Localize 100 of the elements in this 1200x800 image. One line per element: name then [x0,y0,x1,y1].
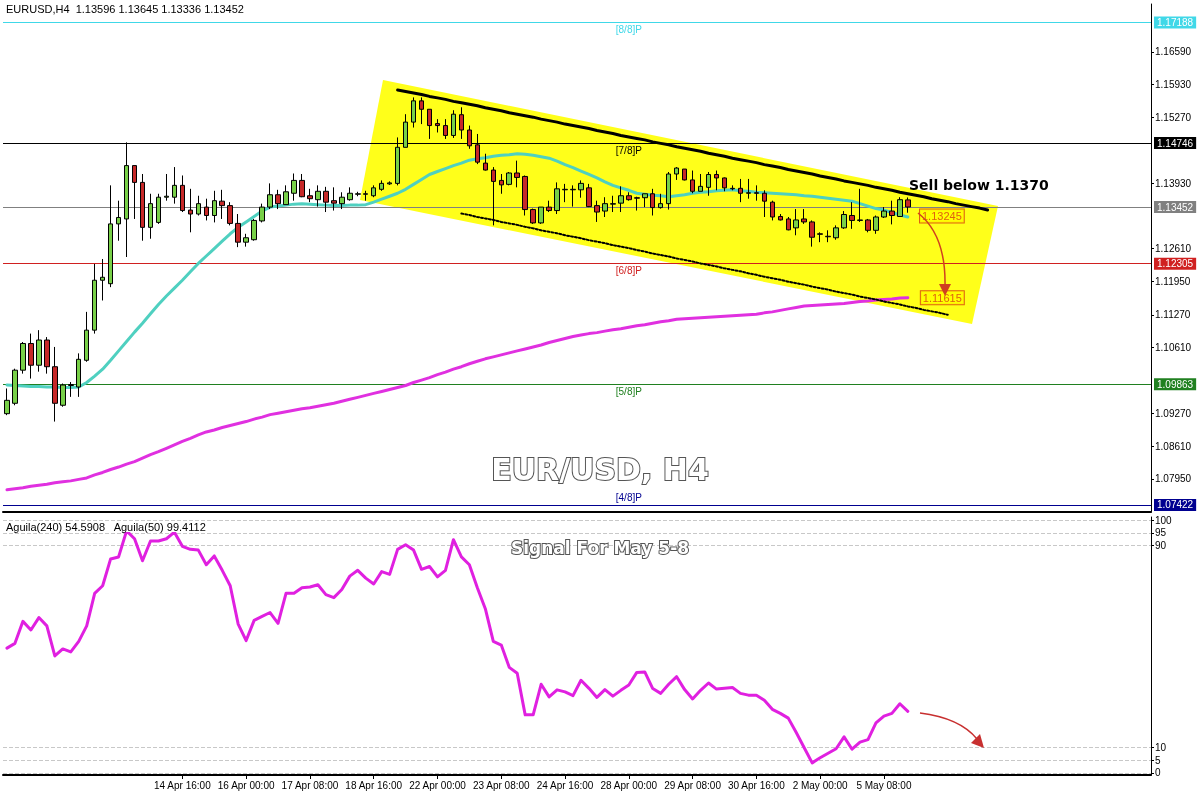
candlestick [658,193,663,210]
x-tick-label: 23 Apr 08:00 [472,779,531,791]
candlestick [331,186,337,212]
candlestick [235,213,241,248]
candlestick [212,190,217,223]
candlestick [690,170,695,194]
candlestick [682,168,687,181]
candlestick [722,176,727,192]
candlestick [100,258,105,301]
candlestick [267,182,273,210]
candlestick [227,201,233,226]
candlestick [140,173,145,242]
candlestick [730,184,735,191]
candlestick [594,200,600,223]
candlestick [148,193,153,240]
candlestick [762,189,767,218]
candlestick [188,188,193,233]
ref-line-label: 1.09863 [1157,378,1194,390]
x-tick-label: 29 Apr 08:00 [664,779,722,791]
x-tick-label: 30 Apr 16:00 [728,779,786,791]
candlestick [522,174,528,216]
y-tick-label: 1.07950 [1155,473,1192,485]
candlestick [259,203,265,223]
candlestick [578,179,584,199]
candlestick [889,200,895,225]
y-tick-label: 1.08610 [1155,440,1192,452]
y-tick-label: 90 [1155,540,1167,552]
candlestick [435,118,440,133]
candlestick [817,231,823,243]
line-series [5,296,910,492]
candlestick [793,208,799,236]
ref-line-label: 1.07422 [1157,499,1194,511]
y-tick-label: 1.16590 [1155,46,1192,58]
chart-title: Aguila(240) 54.5908 Aguila(50) 99.4112 [6,520,206,533]
candlestick [650,188,655,216]
candlestick [28,333,34,380]
candlestick [642,193,648,208]
candlestick [873,215,879,235]
candlestick [60,383,66,408]
y-tick-label: 95 [1155,527,1167,539]
candlestick [132,165,137,220]
x-tick-label: 17 Apr 08:00 [281,779,339,791]
x-tick-label: 24 Apr 16:00 [536,779,594,791]
candlestick [76,352,81,398]
x-tick-label: 14 Apr 16:00 [154,779,212,791]
candlestick [68,381,74,398]
candlestick [451,109,456,139]
candlestick [514,160,520,188]
annotation: Signal For May 5-8 [510,538,690,558]
candlestick [204,198,209,221]
candlestick [770,200,775,221]
candlestick [499,173,504,195]
candlestick [92,263,97,335]
candlestick [459,106,464,140]
candlestick [427,108,432,140]
candlestick [116,200,121,242]
candlestick [849,201,855,230]
y-tick-label: 5 [1155,754,1161,766]
candlestick [841,210,847,230]
annotation: EUR/USD, H4 [491,451,709,487]
candlestick [483,153,488,172]
candlestick [562,183,568,203]
candlestick [172,166,177,205]
annotation: [5/8]P [615,385,643,397]
y-tick-label: 100 [1155,514,1173,526]
candlestick [698,173,703,192]
candlestick [546,200,552,213]
candlestick [618,185,624,213]
candlestick [164,173,169,202]
candlestick [602,196,608,218]
annotation: 1.13245 [922,210,962,222]
candlestick [355,191,361,197]
candlestick [666,171,671,211]
candlestick [379,179,384,192]
candlestick [786,216,791,231]
candlestick [299,173,305,198]
y-tick-label: 1.11270 [1155,309,1191,321]
candlestick [307,188,313,203]
candlestick [44,336,50,375]
y-tick-label: 1.15930 [1155,79,1192,91]
candlestick [347,186,353,202]
candlestick [443,118,448,140]
candlestick [108,184,113,288]
y-tick-label: 1.10610 [1155,341,1192,353]
candlestick [865,218,871,233]
candlestick [4,387,10,416]
candlestick [180,174,185,213]
candlestick [84,311,89,363]
y-tick-label: 1.09270 [1155,408,1192,420]
candlestick [323,186,329,213]
candlestick [746,178,751,200]
candlestick [570,184,576,208]
ref-line-label: 1.12305 [1157,258,1194,270]
candlestick [809,219,815,248]
x-tick-label: 28 Apr 00:00 [600,779,658,791]
candlestick [538,206,544,225]
candlestick [801,208,807,225]
candlestick [881,206,887,219]
candlestick [196,195,201,216]
candlestick [586,183,592,208]
